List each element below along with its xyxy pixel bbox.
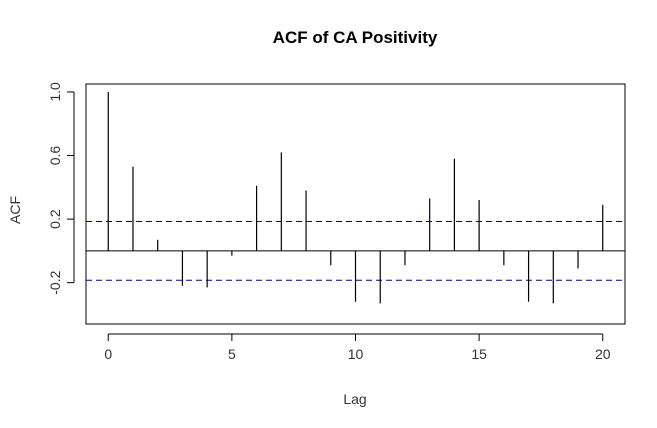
y-axis-label: ACF xyxy=(7,196,23,224)
x-tick-label: 5 xyxy=(228,346,236,362)
y-tick-label: 0.6 xyxy=(47,146,63,166)
chart-title: ACF of CA Positivity xyxy=(273,28,438,47)
y-tick-label: 1.0 xyxy=(47,82,63,102)
x-axis-label: Lag xyxy=(343,391,366,407)
x-tick-label: 0 xyxy=(104,346,112,362)
y-tick-label: -0.2 xyxy=(47,270,63,294)
x-tick-label: 10 xyxy=(348,346,364,362)
y-axis: -0.2 0.2 0.6 1.0 xyxy=(47,82,75,295)
plot-frame xyxy=(85,83,626,325)
x-tick-label: 15 xyxy=(471,346,487,362)
x-tick-label: 20 xyxy=(595,346,611,362)
acf-bars xyxy=(107,91,604,304)
y-tick-label: 0.2 xyxy=(47,209,63,229)
x-axis: 0 5 10 15 20 xyxy=(104,333,611,362)
